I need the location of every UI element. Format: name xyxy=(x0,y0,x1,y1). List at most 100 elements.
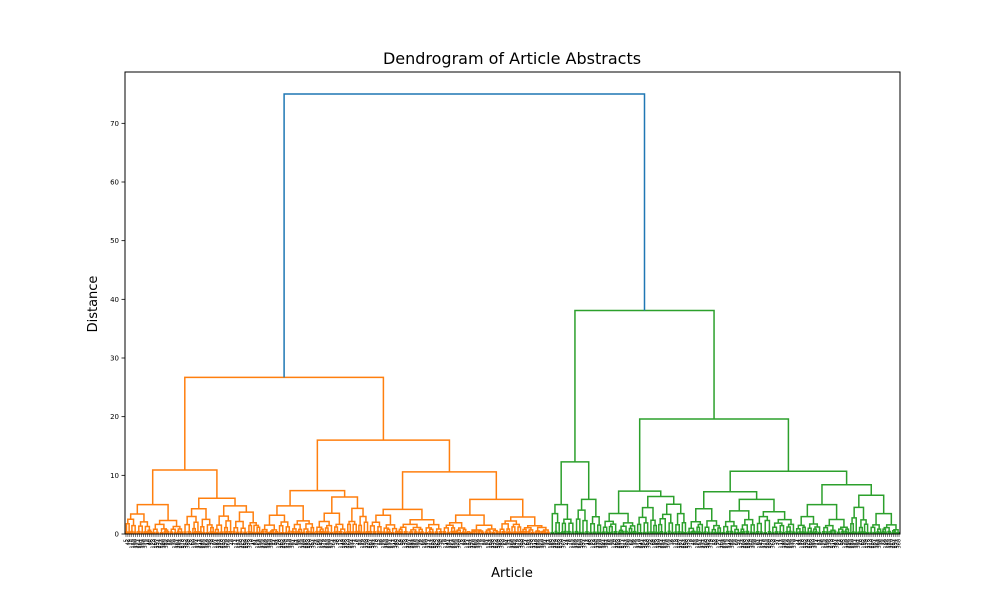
leaf-tick-label: 342 xyxy=(707,539,713,549)
leaf-tick-label: 256 xyxy=(556,539,562,549)
leaf-tick-label: 397 xyxy=(542,539,548,549)
dendrogram-link xyxy=(443,527,449,534)
leaf-tick-label: 199 xyxy=(825,539,831,549)
leaf-tick-label: 26 xyxy=(187,539,193,545)
leaf-tick-label: 28 xyxy=(858,539,864,545)
leaf-tick-label: 158 xyxy=(257,539,263,549)
leaf-tick-label: 33 xyxy=(209,539,215,545)
leaf-tick-label: 209 xyxy=(302,539,308,549)
leaf-tick-label: 328 xyxy=(664,539,670,549)
leaf-tick-label: 363 xyxy=(771,539,777,549)
leaf-tick-label: 131 xyxy=(507,539,513,549)
dendrogram-link xyxy=(192,527,196,534)
leaf-tick-label: 248 xyxy=(199,539,205,549)
leaf-tick-label: 117 xyxy=(464,539,470,549)
dendrogram-link xyxy=(659,518,666,534)
dendrogram-link xyxy=(877,528,882,534)
leaf-tick-label: 182 xyxy=(552,539,558,549)
leaf-tick-label: 309 xyxy=(495,539,501,549)
leaf-tick-label: 399 xyxy=(437,539,443,549)
leaf-tick-label: 231 xyxy=(701,539,707,549)
leaf-tick-label: 335 xyxy=(685,539,691,549)
leaf-tick-label: 340 xyxy=(811,539,817,549)
dendrogram-link xyxy=(706,520,718,528)
leaf-tick-label: 260 xyxy=(346,539,352,549)
leaf-tick-label: 165 xyxy=(278,539,284,549)
leaf-tick-label: 161 xyxy=(488,539,494,549)
leaf-tick-label: 331 xyxy=(895,539,901,549)
leaf-tick-label: 157 xyxy=(697,539,703,549)
leaf-tick-label: 353 xyxy=(519,539,525,549)
leaf-tick-label: 179 xyxy=(321,539,327,549)
leaf-tick-label: 366 xyxy=(226,539,232,549)
leaf-tick-label: 368 xyxy=(897,539,903,549)
leaf-tick-label: 354 xyxy=(854,539,860,549)
leaf-tick-label: 250 xyxy=(869,539,875,549)
leaf-tick-label: 49 xyxy=(147,539,153,545)
leaf-tick-label: 166 xyxy=(614,539,620,549)
dendrogram-link xyxy=(186,515,197,525)
y-tick-label: 20 xyxy=(110,413,119,421)
leaf-tick-label: 346 xyxy=(497,539,503,549)
dendrogram-link xyxy=(177,528,183,534)
dendrogram-link xyxy=(695,508,713,522)
leaf-tick-label: 217 xyxy=(658,539,664,549)
leaf-tick-label: 58 xyxy=(838,539,844,545)
leaf-tick-label: 225 xyxy=(240,539,246,549)
leaf-tick-label: 29 xyxy=(418,539,424,545)
leaf-tick-label: 60 xyxy=(734,539,740,545)
leaf-tick-label: 88 xyxy=(819,539,825,545)
leaf-tick-label: 385 xyxy=(395,539,401,549)
leaf-tick-label: 383 xyxy=(499,539,505,549)
leaf-tick-label: 223 xyxy=(344,539,350,549)
dendrogram-link xyxy=(853,506,865,520)
leaf-tick-label: 224 xyxy=(680,539,686,549)
dendrogram-link xyxy=(369,525,376,534)
leaf-tick-label: 226 xyxy=(575,539,581,549)
dendrogram-link xyxy=(487,528,497,531)
leaf-tick-label: 222 xyxy=(784,539,790,549)
dendrogram-link xyxy=(504,520,518,525)
leaf-tick-label: 46 xyxy=(691,539,697,545)
dendrogram-link xyxy=(608,512,629,523)
dendrogram-link xyxy=(348,520,356,525)
leaf-tick-label: 261 xyxy=(681,539,687,549)
dendrogram-link xyxy=(641,506,654,521)
leaf-tick-label: 239 xyxy=(282,539,288,549)
leaf-tick-label: 291 xyxy=(662,539,668,549)
chart-title: Dendrogram of Article Abstracts xyxy=(383,49,641,68)
leaf-tick-label: 178 xyxy=(761,539,767,549)
dendrogram-link xyxy=(734,528,740,534)
leaf-tick-label: 205 xyxy=(511,539,517,549)
dendrogram-link xyxy=(289,489,346,506)
dendrogram-links xyxy=(124,93,900,534)
leaf-tick-label: 91 xyxy=(275,539,281,545)
dendrogram-link xyxy=(724,520,735,527)
dendrogram-link xyxy=(401,471,498,510)
leaf-tick-label: 17 xyxy=(271,539,277,545)
leaf-tick-label: 206 xyxy=(846,539,852,549)
dendrogram-link xyxy=(131,524,136,534)
leaf-tick-label: 324 xyxy=(873,539,879,549)
leaf-tick-label: 289 xyxy=(767,539,773,549)
leaf-tick-label: 153 xyxy=(131,539,137,549)
leaf-tick-label: 352 xyxy=(184,539,190,549)
leaf-tick-label: 372 xyxy=(687,539,693,549)
leaf-tick-label: 323 xyxy=(538,539,544,549)
dendrogram-link xyxy=(554,503,569,520)
leaf-tick-label: 286 xyxy=(536,539,542,549)
leaf-tick-label: 164 xyxy=(718,539,724,549)
leaf-tick-label: 273 xyxy=(829,539,835,549)
dendrogram-link xyxy=(214,528,219,534)
leaf-tick-label: 183 xyxy=(887,539,893,549)
leaf-tick-label: 272 xyxy=(494,539,500,549)
dendrogram-link xyxy=(127,518,135,526)
leaf-tick-label: 82 xyxy=(358,539,364,545)
leaf-tick-label: 344 xyxy=(602,539,608,549)
leaf-tick-label: 101 xyxy=(526,539,532,549)
leaf-tick-label: 74 xyxy=(776,539,782,545)
leaf-tick-label: 57 xyxy=(503,539,509,545)
leaf-tick-label: 172 xyxy=(300,539,306,549)
dendrogram-link xyxy=(223,526,229,534)
leaf-tick-label: 122 xyxy=(590,539,596,549)
